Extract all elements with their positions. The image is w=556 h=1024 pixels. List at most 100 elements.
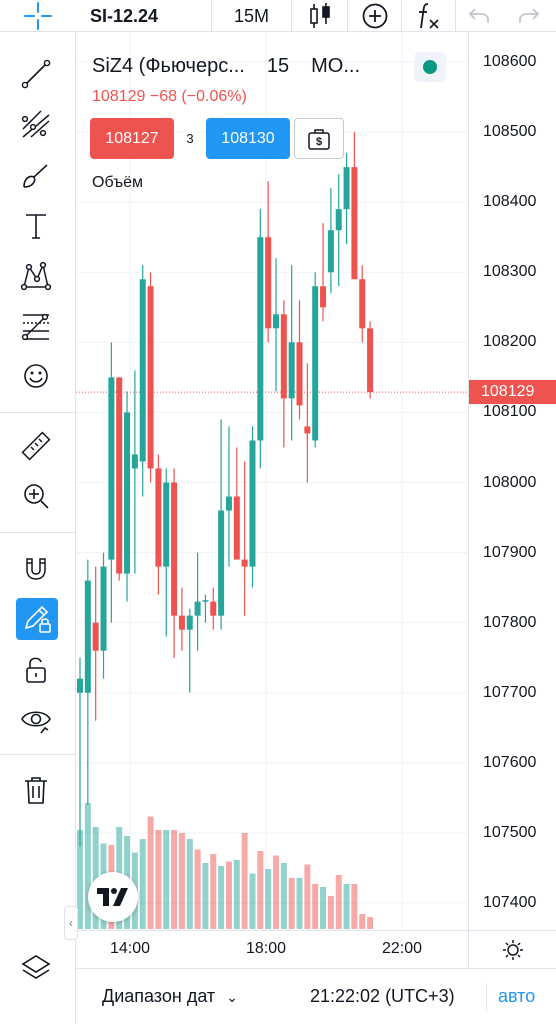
volume-bar [320,887,327,929]
chart-type-button[interactable] [292,0,348,32]
layers-icon [21,955,51,979]
candle-body [108,377,115,560]
price-tick: 108200 [483,333,537,351]
volume-bar [241,833,248,929]
time-scale[interactable]: 14:00 18:00 22:00 [76,930,468,968]
prediction-tool[interactable] [13,304,59,348]
smiley-icon [24,364,48,388]
candle-body [210,601,217,616]
candlestick-chart[interactable] [76,32,468,930]
brush-icon [23,164,48,188]
candle-body [273,314,279,329]
sell-button[interactable]: 108127 [90,118,174,159]
volume-bar [280,863,287,929]
auto-scale-button[interactable]: авто [498,986,536,1006]
stay-in-drawing-mode-tool[interactable] [16,598,58,640]
interval-label: 15M [233,5,269,26]
pattern-tool[interactable] [13,254,59,298]
volume-bar [147,816,154,929]
volume-bar [359,914,366,929]
candle-body [186,615,193,630]
bottom-toolbar: Диапазон дат ⌄ 21:22:02 (UTC+3) авто [76,968,556,1024]
volume-bar [249,873,256,929]
series-legend-title[interactable]: SiZ4 (Фьючерс... 15 MO... [92,55,360,78]
buy-button[interactable]: 108130 [206,118,290,159]
indicators-button[interactable] [402,0,456,32]
undo-icon [468,8,489,23]
candle-body [304,426,311,434]
candle-body [367,328,374,393]
magnet-tool[interactable] [13,546,59,590]
candle-body [288,342,295,399]
price-tick: 108000 [483,473,537,491]
symbol-search-button[interactable]: SI-12.24 [76,0,212,32]
redo-icon [519,8,540,23]
candle-body [257,237,264,441]
volume-bar [210,854,217,929]
candle-body [335,209,342,231]
candle-body [131,454,138,469]
top-toolbar: SI-12.24 15M [0,0,556,32]
price-tick: 107900 [483,543,537,561]
volume-bar [265,869,272,929]
zoom-in-icon [24,484,49,509]
candle-body [249,440,256,567]
compare-add-button[interactable] [348,0,402,32]
hide-drawings-tool[interactable] [13,698,59,742]
unlock-icon [26,657,46,683]
price-tick: 107500 [483,823,537,841]
lock-drawings-tool[interactable] [13,648,59,692]
trend-line-tool[interactable] [13,52,59,96]
chart-pane[interactable] [76,32,468,930]
chart-settings-button[interactable] [468,930,556,968]
undo-button[interactable] [456,0,502,32]
legend-last-price: 108129 [92,88,146,105]
tradingview-logo [88,872,138,922]
candles-icon [309,3,330,28]
candle-body [280,314,287,399]
trading-panel-button[interactable]: $ [294,118,344,159]
pattern-icon [20,261,52,291]
volume-indicator-legend[interactable]: Объём [92,174,143,191]
buy-price: 108130 [221,129,275,147]
chevron-down-icon: ⌄ [226,989,238,1005]
pitchfork-tool[interactable] [13,102,59,146]
measure-tool[interactable] [13,424,59,468]
price-scale[interactable]: 108600 108500 108400 108300 108200 108100 1080… [468,32,556,930]
object-tree-button[interactable] [13,946,59,990]
magnet-icon [26,558,46,580]
sell-price: 108127 [105,129,159,147]
candle-body [202,600,209,602]
remove-drawings-tool[interactable] [13,768,59,812]
volume-bar [178,833,185,929]
toolbar-collapse-handle[interactable]: ‹ [64,906,78,940]
plus-circle-icon [362,3,387,29]
price-tick: 108300 [483,263,537,281]
candle-body [218,510,225,616]
icons-tool[interactable] [13,354,59,398]
timezone-clock-button[interactable]: 21:22:02 (UTC+3) [310,986,455,1006]
candle-body [225,496,232,511]
legend-symbol-title: SiZ4 (Фьючерс... [92,55,245,77]
brush-tool[interactable] [13,154,59,198]
candle-body [359,279,366,329]
market-status-indicator[interactable] [414,52,446,82]
redo-button[interactable] [502,0,556,32]
text-tool[interactable] [13,204,59,248]
volume-bar [312,884,319,929]
money-bag-icon: $ [308,128,330,150]
symbol-label: SI-12.24 [90,5,159,26]
candle-body [241,559,248,567]
time-tick: 22:00 [382,940,423,957]
toolbar-divider [0,754,76,755]
pitchfork-icon [21,110,50,138]
candle-body [163,482,170,567]
volume-bar [296,878,303,929]
candle-body [296,342,303,406]
crosshair-tool-button[interactable] [0,0,76,32]
zoom-tool[interactable] [13,474,59,518]
date-range-button[interactable]: Диапазон дат ⌄ [102,986,238,1007]
candle-body [77,678,83,693]
interval-button[interactable]: 15M [212,0,292,32]
candle-body [265,237,272,329]
